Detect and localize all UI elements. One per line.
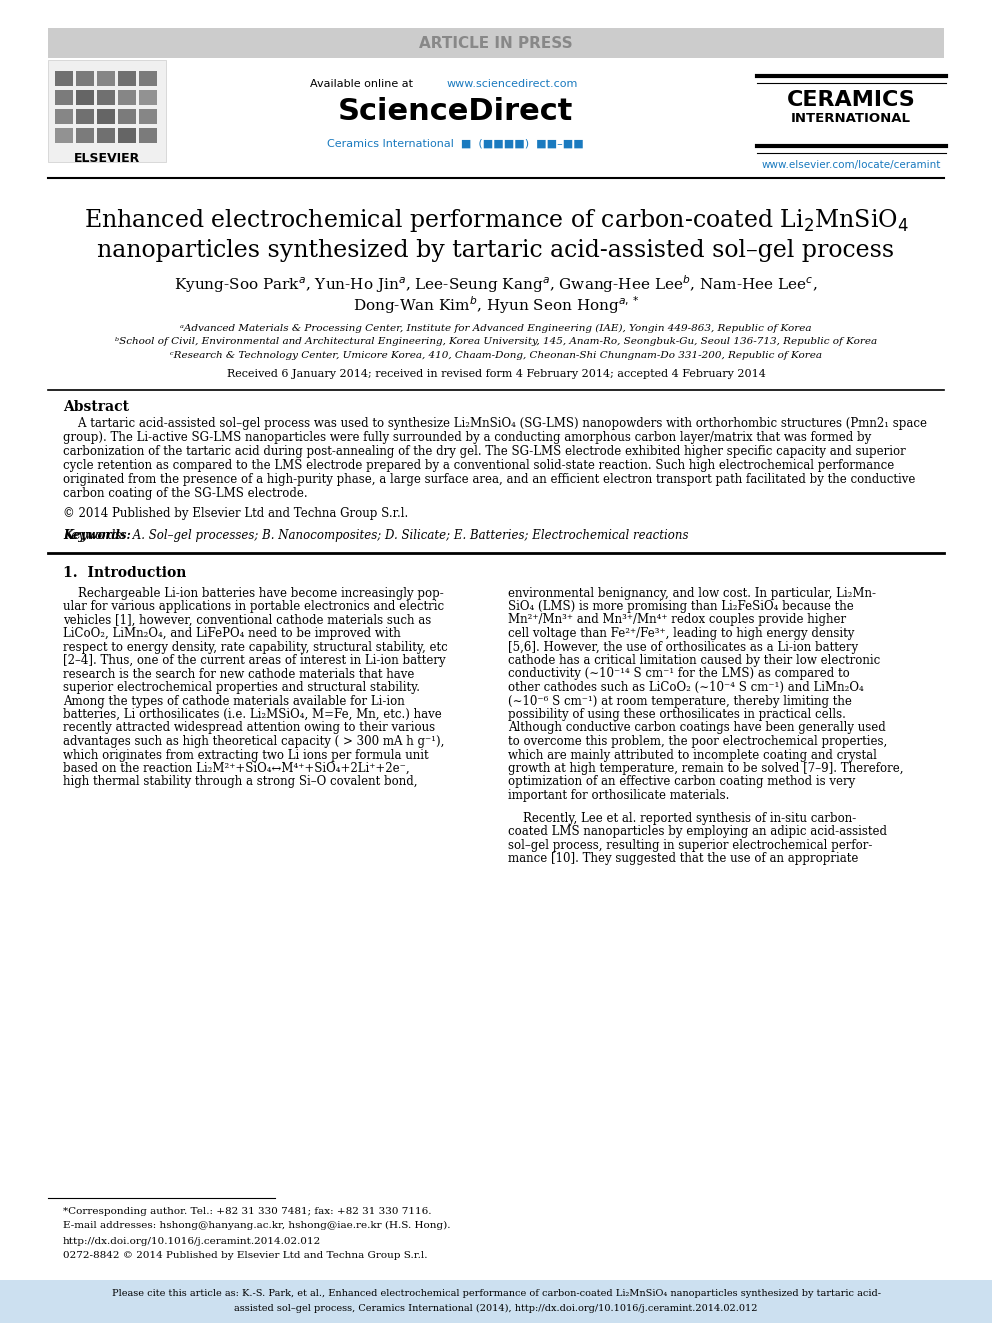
Bar: [0, 1279, 992, 1323]
Bar: [76, 90, 94, 105]
Text: Mn²⁺/Mn³⁺ and Mn³⁺/Mn⁴⁺ redox couples provide higher: Mn²⁺/Mn³⁺ and Mn³⁺/Mn⁴⁺ redox couples pr…: [508, 614, 846, 627]
Text: Available online at: Available online at: [310, 79, 417, 89]
Bar: [97, 71, 115, 86]
Text: [2–4]. Thus, one of the current areas of interest in Li-ion battery: [2–4]. Thus, one of the current areas of…: [63, 654, 445, 667]
Text: [5,6]. However, the use of orthosilicates as a Li-ion battery: [5,6]. However, the use of orthosilicate…: [508, 640, 858, 654]
Text: E-mail addresses: hshong@hanyang.ac.kr, hshong@iae.re.kr (H.S. Hong).: E-mail addresses: hshong@hanyang.ac.kr, …: [63, 1220, 450, 1229]
Bar: [55, 108, 73, 124]
Text: environmental benignancy, and low cost. In particular, Li₂Mn-: environmental benignancy, and low cost. …: [508, 586, 876, 599]
Text: (∼10⁻⁶ S cm⁻¹) at room temperature, thereby limiting the: (∼10⁻⁶ S cm⁻¹) at room temperature, ther…: [508, 695, 852, 708]
Bar: [48, 60, 166, 161]
Text: optimization of an effective carbon coating method is very: optimization of an effective carbon coat…: [508, 775, 855, 789]
Text: 1.  Introduction: 1. Introduction: [63, 566, 186, 579]
Text: vehicles [1], however, conventional cathode materials such as: vehicles [1], however, conventional cath…: [63, 614, 432, 627]
Text: Dong-Wan Kim$^b$, Hyun Seon Hong$^{a,*}$: Dong-Wan Kim$^b$, Hyun Seon Hong$^{a,*}$: [353, 294, 639, 316]
Text: originated from the presence of a high-purity phase, a large surface area, and a: originated from the presence of a high-p…: [63, 472, 916, 486]
Bar: [48, 28, 944, 58]
Text: Recently, Lee et al. reported synthesis of in-situ carbon-: Recently, Lee et al. reported synthesis …: [508, 812, 856, 826]
Bar: [55, 90, 73, 105]
Text: Enhanced electrochemical performance of carbon-coated Li$_2$MnSiO$_4$: Enhanced electrochemical performance of …: [83, 206, 909, 233]
Bar: [118, 90, 136, 105]
Bar: [55, 71, 73, 86]
Text: SiO₄ (LMS) is more promising than Li₂FeSiO₄ because the: SiO₄ (LMS) is more promising than Li₂FeS…: [508, 601, 854, 613]
Text: ᶜResearch & Technology Center, Umicore Korea, 410, Chaam-Dong, Cheonan-Shi Chung: ᶜResearch & Technology Center, Umicore K…: [170, 352, 822, 360]
Text: which originates from extracting two Li ions per formula unit: which originates from extracting two Li …: [63, 749, 429, 762]
Bar: [55, 128, 73, 143]
Text: cycle retention as compared to the LMS electrode prepared by a conventional soli: cycle retention as compared to the LMS e…: [63, 459, 894, 471]
Text: cathode has a critical limitation caused by their low electronic: cathode has a critical limitation caused…: [508, 654, 880, 667]
Text: important for orthosilicate materials.: important for orthosilicate materials.: [508, 789, 729, 802]
Bar: [76, 108, 94, 124]
Bar: [76, 128, 94, 143]
Bar: [97, 108, 115, 124]
Text: mance [10]. They suggested that the use of an appropriate: mance [10]. They suggested that the use …: [508, 852, 858, 865]
Text: Keywords:: Keywords:: [63, 528, 131, 541]
Text: www.elsevier.com/locate/ceramint: www.elsevier.com/locate/ceramint: [761, 160, 940, 169]
Text: advantages such as high theoretical capacity ( > 300 mA h g⁻¹),: advantages such as high theoretical capa…: [63, 736, 444, 747]
Text: batteries, Li orthosilicates (i.e. Li₂MSiO₄, M=Fe, Mn, etc.) have: batteries, Li orthosilicates (i.e. Li₂MS…: [63, 708, 441, 721]
Text: Among the types of cathode materials available for Li-ion: Among the types of cathode materials ava…: [63, 695, 405, 708]
Text: to overcome this problem, the poor electrochemical properties,: to overcome this problem, the poor elect…: [508, 736, 887, 747]
Text: Keywords:  A. Sol–gel processes; B. Nanocomposites; D. Silicate; E. Batteries; E: Keywords: A. Sol–gel processes; B. Nanoc…: [63, 528, 688, 541]
Text: possibility of using these orthosilicates in practical cells.: possibility of using these orthosilicate…: [508, 708, 846, 721]
Text: www.sciencedirect.com: www.sciencedirect.com: [447, 79, 578, 89]
Text: which are mainly attributed to incomplete coating and crystal: which are mainly attributed to incomplet…: [508, 749, 877, 762]
Text: cell voltage than Fe²⁺/Fe³⁺, leading to high energy density: cell voltage than Fe²⁺/Fe³⁺, leading to …: [508, 627, 854, 640]
Bar: [139, 128, 157, 143]
Text: Although conductive carbon coatings have been generally used: Although conductive carbon coatings have…: [508, 721, 886, 734]
Text: Received 6 January 2014; received in revised form 4 February 2014; accepted 4 Fe: Received 6 January 2014; received in rev…: [226, 369, 766, 378]
Bar: [139, 90, 157, 105]
Bar: [118, 71, 136, 86]
Text: ular for various applications in portable electronics and electric: ular for various applications in portabl…: [63, 601, 444, 613]
Text: respect to energy density, rate capability, structural stability, etc: respect to energy density, rate capabili…: [63, 640, 447, 654]
Bar: [118, 128, 136, 143]
Bar: [139, 71, 157, 86]
Text: assisted sol–gel process, Ceramics International (2014), http://dx.doi.org/10.10: assisted sol–gel process, Ceramics Inter…: [234, 1303, 758, 1312]
Text: CERAMICS: CERAMICS: [787, 90, 916, 110]
Text: © 2014 Published by Elsevier Ltd and Techna Group S.r.l.: © 2014 Published by Elsevier Ltd and Tec…: [63, 507, 409, 520]
Bar: [118, 108, 136, 124]
Text: Please cite this article as: K.-S. Park, et al., Enhanced electrochemical perfor: Please cite this article as: K.-S. Park,…: [111, 1290, 881, 1298]
Text: A tartaric acid-assisted sol–gel process was used to synthesize Li₂MnSiO₄ (SG-LM: A tartaric acid-assisted sol–gel process…: [63, 417, 927, 430]
Text: Kyung-Soo Park$^a$, Yun-Ho Jin$^a$, Lee-Seung Kang$^a$, Gwang-Hee Lee$^b$, Nam-H: Kyung-Soo Park$^a$, Yun-Ho Jin$^a$, Lee-…: [175, 273, 817, 295]
Text: Rechargeable Li-ion batteries have become increasingly pop-: Rechargeable Li-ion batteries have becom…: [63, 586, 443, 599]
Text: *Corresponding author. Tel.: +82 31 330 7481; fax: +82 31 330 7116.: *Corresponding author. Tel.: +82 31 330 …: [63, 1208, 432, 1217]
Text: Abstract: Abstract: [63, 400, 129, 414]
Text: ᵃAdvanced Materials & Processing Center, Institute for Advanced Engineering (IAE: ᵃAdvanced Materials & Processing Center,…: [181, 323, 811, 332]
Bar: [97, 90, 115, 105]
Text: other cathodes such as LiCoO₂ (∼10⁻⁴ S cm⁻¹) and LiMn₂O₄: other cathodes such as LiCoO₂ (∼10⁻⁴ S c…: [508, 681, 864, 695]
Text: conductivity (∼10⁻¹⁴ S cm⁻¹ for the LMS) as compared to: conductivity (∼10⁻¹⁴ S cm⁻¹ for the LMS)…: [508, 668, 850, 680]
Bar: [139, 108, 157, 124]
Text: ScienceDirect: ScienceDirect: [337, 98, 572, 127]
Text: superior electrochemical properties and structural stability.: superior electrochemical properties and …: [63, 681, 420, 695]
Bar: [76, 71, 94, 86]
Text: based on the reaction Li₂M²⁺+SiO₄↔M⁴⁺+SiO₄+2Li⁺+2e⁻,: based on the reaction Li₂M²⁺+SiO₄↔M⁴⁺+Si…: [63, 762, 410, 775]
Text: Ceramics International  ■  (■■■■)  ■■–■■: Ceramics International ■ (■■■■) ■■–■■: [326, 138, 583, 148]
Text: high thermal stability through a strong Si–O covalent bond,: high thermal stability through a strong …: [63, 775, 418, 789]
Text: ᵇSchool of Civil, Environmental and Architectural Engineering, Korea University,: ᵇSchool of Civil, Environmental and Arch…: [115, 337, 877, 347]
Text: ARTICLE IN PRESS: ARTICLE IN PRESS: [420, 36, 572, 50]
Text: ELSEVIER: ELSEVIER: [73, 152, 140, 165]
Text: 0272-8842 © 2014 Published by Elsevier Ltd and Techna Group S.r.l.: 0272-8842 © 2014 Published by Elsevier L…: [63, 1250, 428, 1259]
Text: nanoparticles synthesized by tartaric acid-assisted sol–gel process: nanoparticles synthesized by tartaric ac…: [97, 238, 895, 262]
Text: http://dx.doi.org/10.1016/j.ceramint.2014.02.012: http://dx.doi.org/10.1016/j.ceramint.201…: [63, 1237, 321, 1246]
Text: coated LMS nanoparticles by employing an adipic acid-assisted: coated LMS nanoparticles by employing an…: [508, 826, 887, 839]
Text: sol–gel process, resulting in superior electrochemical perfor-: sol–gel process, resulting in superior e…: [508, 839, 872, 852]
Text: carbon coating of the SG-LMS electrode.: carbon coating of the SG-LMS electrode.: [63, 487, 308, 500]
Text: INTERNATIONAL: INTERNATIONAL: [791, 112, 911, 126]
Text: carbonization of the tartaric acid during post-annealing of the dry gel. The SG-: carbonization of the tartaric acid durin…: [63, 445, 906, 458]
Text: growth at high temperature, remain to be solved [7–9]. Therefore,: growth at high temperature, remain to be…: [508, 762, 904, 775]
Text: group). The Li-active SG-LMS nanoparticles were fully surrounded by a conducting: group). The Li-active SG-LMS nanoparticl…: [63, 430, 871, 443]
Bar: [97, 128, 115, 143]
Text: LiCoO₂, LiMn₂O₄, and LiFePO₄ need to be improved with: LiCoO₂, LiMn₂O₄, and LiFePO₄ need to be …: [63, 627, 401, 640]
Text: recently attracted widespread attention owing to their various: recently attracted widespread attention …: [63, 721, 435, 734]
Text: research is the search for new cathode materials that have: research is the search for new cathode m…: [63, 668, 415, 680]
